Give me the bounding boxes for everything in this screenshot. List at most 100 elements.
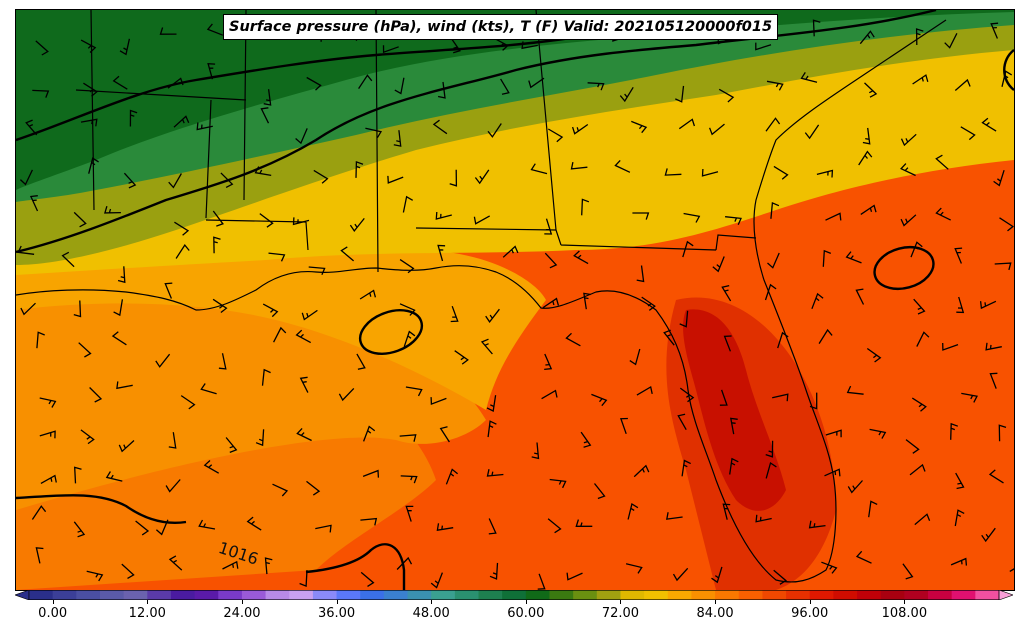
wind-barb [301,309,318,321]
wind-barb [212,210,224,227]
wind-barb [356,353,366,370]
wind-barb [678,118,696,130]
colorbar-tick-mark [715,600,717,604]
wind-barb [292,217,310,226]
wind-barb [935,154,949,170]
wind-barb [382,45,399,54]
colorbar-tick-mark [620,600,622,604]
colorbar-segment [928,590,953,600]
colorbar-segment [336,590,361,600]
wind-barb [200,383,217,395]
wind-barb [575,519,593,527]
colorbar-tick-label: 96.00 [791,606,829,621]
colorbar-segment [170,590,196,600]
wind-barb [665,512,683,520]
wind-barb [212,298,228,314]
colorbar-segment [573,590,598,600]
wind-barb [664,168,682,176]
wind-barb [729,457,739,475]
colorbar-segment [407,590,432,600]
temperature-band-dark-green [16,10,1014,190]
colorbar-tick-mark [336,600,338,604]
wind-barb [528,77,545,89]
wind-barb [682,240,694,258]
wind-barb [565,332,581,347]
wind-barb [225,437,238,454]
colorbar-segment [715,590,740,600]
temperature-band-green [16,10,1014,202]
wind-barb [544,353,553,371]
colorbar-segment [738,590,763,600]
wind-barb [900,214,917,227]
pressure-low-gulf [358,309,424,355]
wind-barb [954,509,965,527]
wind-barb [955,472,965,490]
wind-barb [544,252,558,269]
wind-barb [681,459,691,477]
wind-barb [74,466,82,484]
wind-barb [295,128,308,145]
wind-barb [437,244,446,262]
wind-barb [773,165,789,180]
wind-barb [583,292,591,310]
colorbar-segment [549,590,574,600]
colorbar-segment [123,590,148,600]
wind-barb [222,560,239,570]
wind-barb [315,524,332,533]
wind-barb [701,168,719,177]
colorbar-segment [99,590,125,600]
colorbar-max-extend [998,590,1013,600]
wind-barb [981,527,996,543]
wind-barb [155,353,171,368]
wind-barb [73,300,82,318]
wind-barb [825,212,842,221]
wind-barb [259,213,274,228]
wind-barb [723,335,732,352]
wind-barb [362,469,380,478]
colorbar-segment [383,590,409,600]
wind-barb [765,117,781,132]
wind-barb [956,296,965,314]
wind-barb [399,303,416,316]
wind-barb [80,429,95,445]
wind-barb [362,425,376,442]
wind-barb [449,169,458,187]
wind-barb [174,221,190,236]
wind-barb [387,175,404,184]
wind-barb [220,172,234,188]
colorbar-segment [502,590,527,600]
colorbar-tick-mark [52,600,54,604]
wind-barb [262,303,279,318]
wind-barb [905,439,920,454]
wind-barb [135,520,150,536]
wind-barb [196,122,213,131]
pressure-contour-corner [1003,49,1014,91]
wind-barb [355,160,364,178]
wind-barb [403,330,416,348]
wind-barb [900,133,917,147]
temperature-band-olive [16,20,1014,265]
wind-barb [765,440,774,458]
wind-barb [439,426,450,443]
wind-barb [119,38,131,56]
wind-barb [580,431,592,448]
wind-barb [999,217,1014,232]
wind-barb [812,19,821,37]
wind-barb [900,163,916,177]
wind-barb [719,389,728,406]
colorbar-segment [431,590,456,600]
wind-barb [338,387,355,402]
wind-barb [313,169,329,184]
wind-barb [29,195,39,212]
wind-barb [683,212,701,223]
wind-barb [39,397,57,408]
wind-barb [811,292,824,310]
wind-barb [180,395,196,410]
wind-barb [80,118,98,127]
wind-barb [306,76,322,91]
wind-barb [17,245,35,255]
map-title: Surface pressure (hPa), wind (kts), T (F… [223,14,779,40]
wind-barb [960,126,976,141]
wind-barb [636,385,653,396]
wind-barb [711,566,723,584]
